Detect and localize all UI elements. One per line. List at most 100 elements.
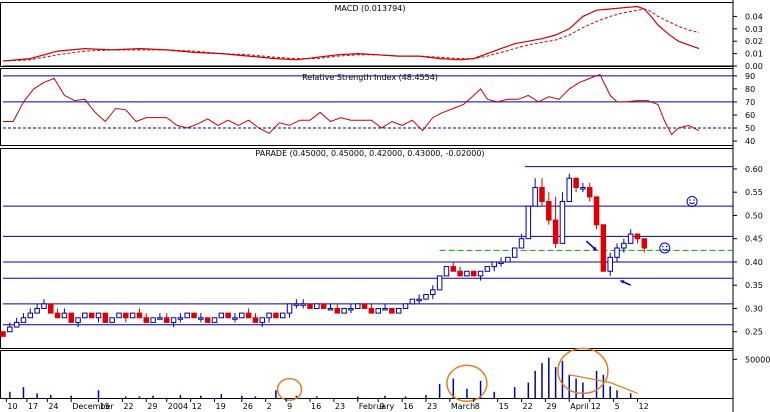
candle-body <box>375 307 381 314</box>
candle-body <box>273 312 279 319</box>
candle <box>395 307 402 314</box>
candle-body <box>20 317 27 323</box>
candle-body <box>204 317 211 323</box>
x-tick-label: 19 <box>215 402 225 411</box>
rsi-line <box>3 73 700 136</box>
candle-body <box>239 312 245 319</box>
candle <box>634 233 641 244</box>
price-tick-label: 0.60 <box>745 165 763 174</box>
candle-body <box>409 298 416 305</box>
candle <box>95 312 102 323</box>
candle-body <box>525 205 532 240</box>
x-tick-label: 22 <box>523 402 533 411</box>
smiley-face-icon <box>686 195 698 207</box>
candle <box>34 303 40 314</box>
rsi-tick-label: 60 <box>745 111 755 120</box>
candle-body <box>511 247 518 258</box>
candle <box>211 317 218 323</box>
smiley-face-icon <box>659 242 671 254</box>
candle <box>279 312 286 319</box>
candle <box>54 308 61 319</box>
face-mouth <box>661 248 668 251</box>
candle <box>341 307 347 314</box>
candle <box>293 299 300 309</box>
candle-body <box>580 187 586 190</box>
candle-body <box>573 177 579 189</box>
candle-body <box>27 312 34 319</box>
macd-signal-line <box>2 8 700 62</box>
face-eye <box>661 245 664 248</box>
candle <box>443 266 450 277</box>
candle <box>232 313 238 323</box>
x-tick-label: March <box>451 402 475 411</box>
candle-body <box>436 275 443 291</box>
candle <box>82 312 88 319</box>
candle <box>266 312 272 323</box>
candle-body <box>252 317 259 323</box>
candle-body <box>41 303 47 309</box>
arrow-down-icon <box>585 240 598 251</box>
candle <box>75 317 81 328</box>
candle-body <box>266 312 272 319</box>
candle <box>163 313 170 323</box>
candle-body <box>505 256 511 263</box>
candle <box>136 308 143 319</box>
candle <box>204 317 211 323</box>
x-tick-label: 2 <box>267 402 272 411</box>
candle-body <box>177 317 184 320</box>
candle <box>532 178 538 207</box>
macd-title: MACD (0.013794) <box>335 4 406 13</box>
candle <box>464 270 470 277</box>
candle <box>600 224 607 272</box>
candle <box>143 313 150 323</box>
candle-body <box>600 224 607 272</box>
candle-body <box>634 233 641 240</box>
macd-panel: MACD (0.013794) 0.04 0.03 0.02 0.01 0.00 <box>2 4 763 71</box>
candle-body <box>382 307 388 311</box>
candle-body <box>355 303 361 309</box>
candle-body <box>198 317 204 320</box>
x-tick-label: 12 <box>638 402 648 411</box>
volume-tick-label: 50000 <box>745 355 770 364</box>
arrow-head <box>620 280 625 284</box>
candle <box>116 312 122 319</box>
candle-body <box>552 219 559 244</box>
x-tick-label: 17 <box>28 402 38 411</box>
candle <box>286 303 293 318</box>
x-tick-label: 24 <box>48 402 58 411</box>
candle-body <box>546 200 552 221</box>
candle <box>27 308 34 319</box>
candle <box>586 182 593 202</box>
price-tick-label: 0.45 <box>745 235 763 244</box>
candle-body <box>211 317 218 323</box>
candle <box>68 312 74 323</box>
x-tick-label: 29 <box>546 402 556 411</box>
face-mouth <box>689 202 695 205</box>
rsi-tick-label: 50 <box>745 124 755 133</box>
candle <box>48 303 54 314</box>
candle-body <box>293 303 300 306</box>
candle-body <box>279 312 286 319</box>
candle-body <box>586 187 593 198</box>
candle <box>416 294 422 304</box>
candle <box>314 303 320 309</box>
x-tick-label: April <box>570 402 588 411</box>
rsi-tick-label: 90 <box>745 72 755 81</box>
candle-body <box>48 303 54 314</box>
candle <box>123 312 129 323</box>
candle-body <box>607 256 613 272</box>
candle-body <box>68 312 74 323</box>
candle-body <box>300 303 306 306</box>
candle-body <box>361 303 368 309</box>
candle <box>361 303 368 309</box>
x-tick-label: 9 <box>379 402 384 411</box>
candle <box>389 307 395 314</box>
macd-line <box>2 5 700 62</box>
candle <box>614 243 620 262</box>
x-tick-label: 12 <box>591 402 601 411</box>
candle-body <box>484 266 491 272</box>
candle-body <box>450 266 457 272</box>
candle-body <box>184 312 190 319</box>
